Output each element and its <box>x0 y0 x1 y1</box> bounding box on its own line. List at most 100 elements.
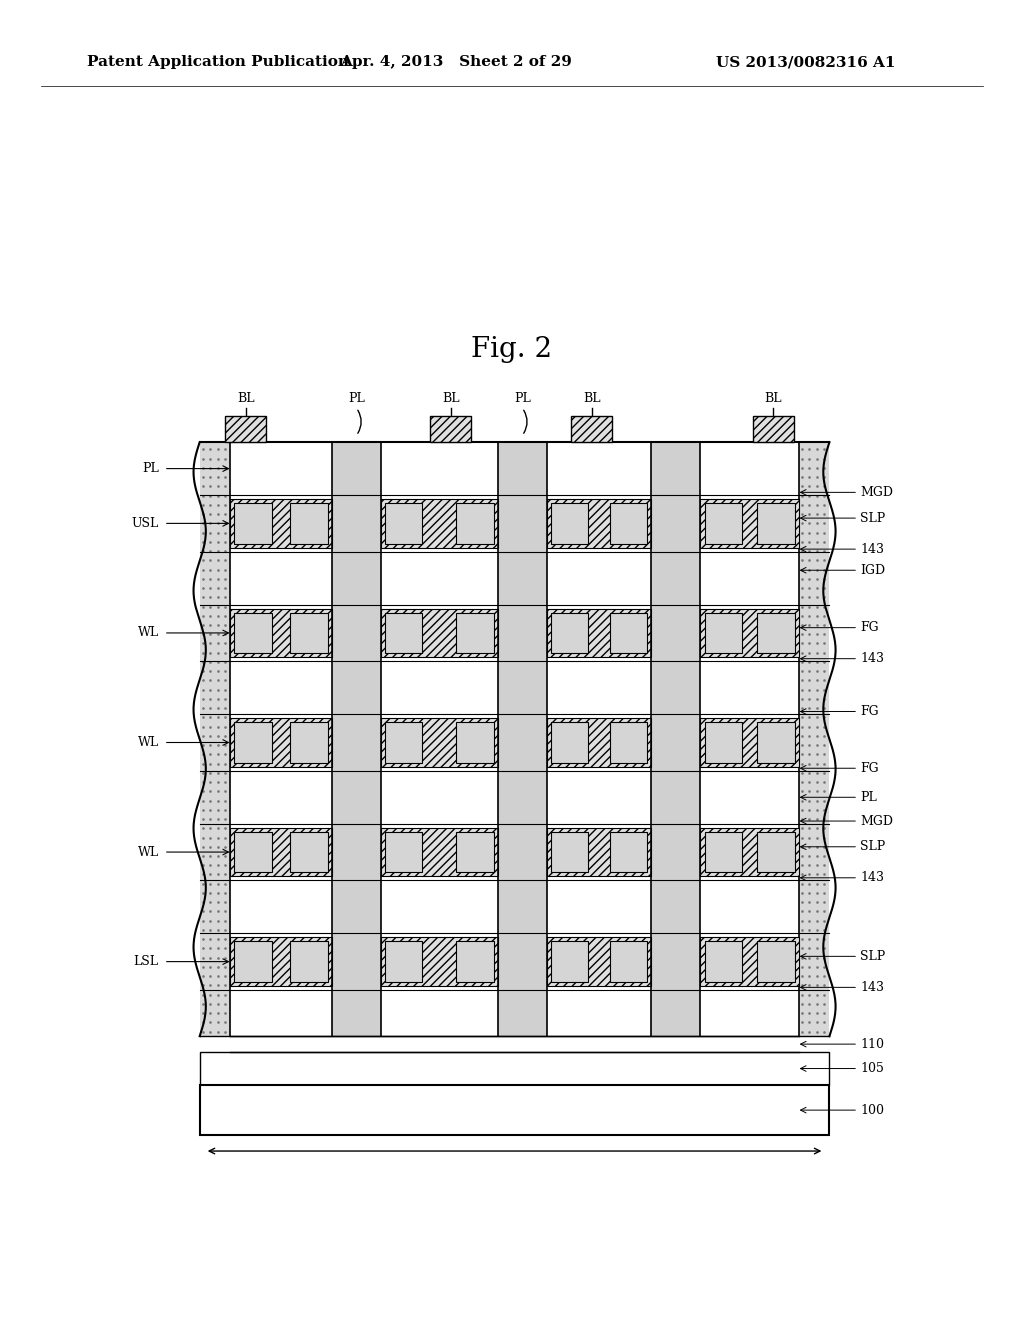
Bar <box>290 832 328 873</box>
Bar <box>651 442 700 1036</box>
Bar <box>290 722 328 763</box>
Bar <box>609 503 647 544</box>
Text: PL: PL <box>348 392 365 405</box>
Text: US 2013/0082316 A1: US 2013/0082316 A1 <box>717 55 896 69</box>
Bar <box>234 503 272 544</box>
Bar <box>609 722 647 763</box>
Bar <box>230 828 332 876</box>
Bar <box>290 612 328 653</box>
Bar <box>385 722 423 763</box>
Text: FG: FG <box>860 705 879 718</box>
Bar <box>547 828 651 876</box>
Text: BL: BL <box>764 392 782 405</box>
Bar <box>705 832 742 873</box>
Text: SLP: SLP <box>860 950 886 962</box>
Bar <box>700 609 799 657</box>
Bar <box>757 941 795 982</box>
Text: 143: 143 <box>860 652 884 665</box>
Bar <box>700 937 799 986</box>
Bar <box>381 718 498 767</box>
Bar <box>200 442 230 1036</box>
Bar <box>385 941 423 982</box>
Bar <box>385 503 423 544</box>
Text: WL: WL <box>137 737 159 748</box>
Bar <box>290 941 328 982</box>
Bar <box>551 503 589 544</box>
Bar <box>456 612 494 653</box>
Bar <box>456 503 494 544</box>
Bar <box>705 612 742 653</box>
Bar <box>700 828 799 876</box>
Text: SLP: SLP <box>860 512 886 524</box>
Bar <box>571 416 612 442</box>
Bar <box>705 503 742 544</box>
Text: WL: WL <box>137 846 159 858</box>
Bar <box>385 612 423 653</box>
Bar <box>290 503 328 544</box>
Text: FG: FG <box>860 622 879 634</box>
Text: BL: BL <box>441 392 460 405</box>
Text: PL: PL <box>860 791 877 804</box>
Bar <box>230 499 332 548</box>
Text: 143: 143 <box>860 543 884 556</box>
Bar <box>381 828 498 876</box>
Bar <box>547 718 651 767</box>
Bar <box>234 832 272 873</box>
Bar <box>551 722 589 763</box>
Text: PL: PL <box>142 462 159 475</box>
Text: Apr. 4, 2013   Sheet 2 of 29: Apr. 4, 2013 Sheet 2 of 29 <box>340 55 571 69</box>
Bar <box>234 722 272 763</box>
Bar <box>332 442 381 1036</box>
Bar <box>609 832 647 873</box>
Text: FG: FG <box>860 762 879 775</box>
Bar <box>381 609 498 657</box>
Text: WL: WL <box>137 627 159 639</box>
Bar <box>498 442 547 1036</box>
Bar <box>200 1085 829 1135</box>
Bar <box>230 1036 799 1052</box>
Text: MGD: MGD <box>860 486 893 499</box>
Bar <box>799 442 829 1036</box>
Bar <box>430 416 471 442</box>
Bar <box>230 609 332 657</box>
Text: PL: PL <box>514 392 530 405</box>
Bar <box>705 941 742 982</box>
Bar <box>230 718 332 767</box>
Bar <box>700 718 799 767</box>
Bar <box>456 941 494 982</box>
Bar <box>757 832 795 873</box>
Bar <box>230 442 799 1036</box>
Text: BL: BL <box>237 392 255 405</box>
Bar <box>757 722 795 763</box>
Bar <box>547 937 651 986</box>
Text: 143: 143 <box>860 981 884 994</box>
Bar <box>547 499 651 548</box>
Bar <box>609 612 647 653</box>
Bar <box>753 416 794 442</box>
Bar <box>456 722 494 763</box>
Bar <box>551 832 589 873</box>
Bar <box>547 609 651 657</box>
Bar <box>757 612 795 653</box>
Text: MGD: MGD <box>860 814 893 828</box>
Bar <box>609 941 647 982</box>
Text: Fig. 2: Fig. 2 <box>471 337 553 363</box>
Text: 143: 143 <box>860 871 884 884</box>
Text: IGD: IGD <box>860 564 886 577</box>
Bar <box>200 1052 829 1085</box>
Bar <box>705 722 742 763</box>
Bar <box>234 612 272 653</box>
Text: LSL: LSL <box>134 956 159 968</box>
Bar <box>381 499 498 548</box>
Bar <box>757 503 795 544</box>
Bar <box>551 612 589 653</box>
Bar <box>700 499 799 548</box>
Text: BL: BL <box>583 392 601 405</box>
Bar <box>456 832 494 873</box>
Bar <box>234 941 272 982</box>
Bar <box>225 416 266 442</box>
Text: SLP: SLP <box>860 841 886 853</box>
Bar <box>551 941 589 982</box>
Text: USL: USL <box>131 517 159 529</box>
Bar <box>385 832 423 873</box>
